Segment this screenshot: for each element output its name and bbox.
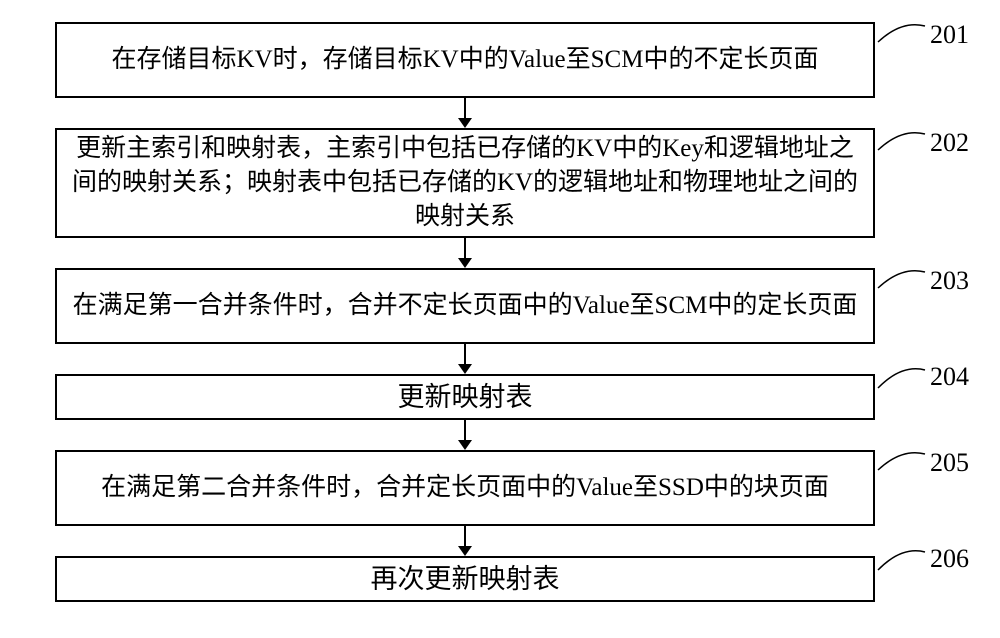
- flowchart-arrow-205-206: [0, 0, 1000, 638]
- flowchart-canvas: 在存储目标KV时，存储目标KV中的Value至SCM中的不定长页面201更新主索…: [0, 0, 1000, 638]
